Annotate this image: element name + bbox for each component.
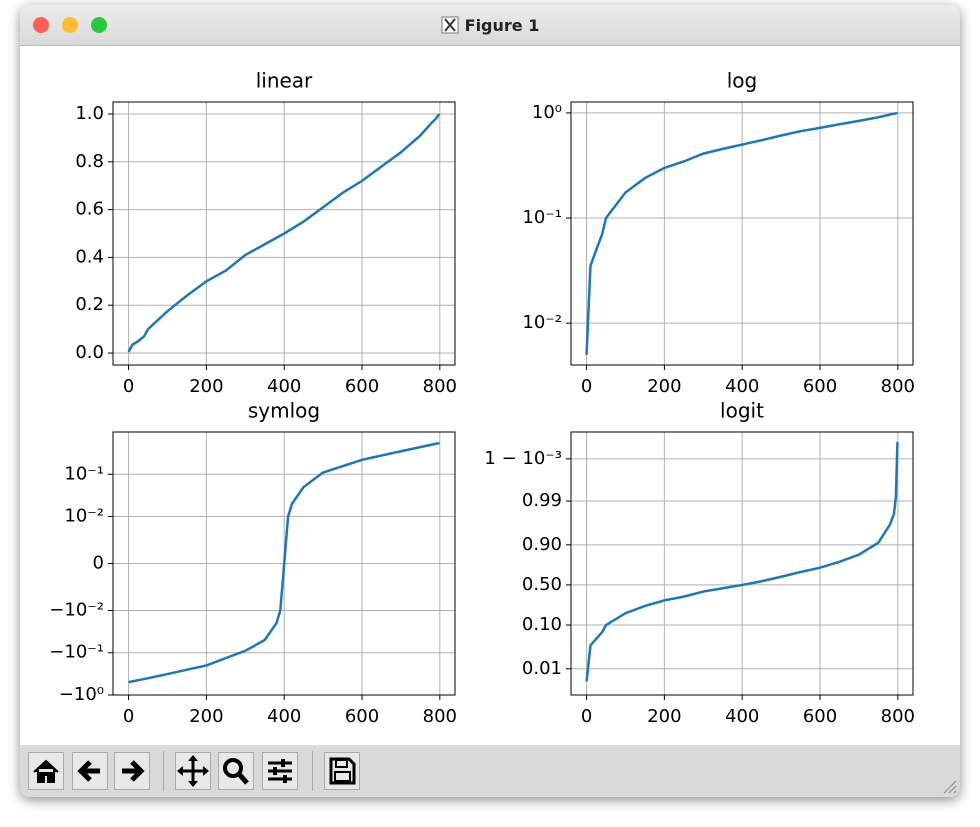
y-tick-label: 0.8 — [75, 151, 104, 172]
x-tick-label: 800 — [423, 376, 457, 397]
title-bar: Figure 1 — [20, 5, 960, 46]
pan-button[interactable] — [175, 752, 211, 790]
y-tick-label: 0.90 — [522, 534, 562, 555]
axes-frame — [112, 101, 456, 366]
y-tick-label: 10⁻¹ — [64, 463, 104, 484]
x-tick-label: 200 — [647, 706, 681, 727]
app-icon — [441, 16, 459, 34]
x-tick-label: 200 — [647, 376, 681, 397]
axes-frame — [570, 431, 914, 696]
y-tick-label: 0.10 — [522, 614, 562, 635]
x-tick-label: 0 — [123, 706, 134, 727]
window: Figure 1 linear 0 200 400 600 800 0.0 0.2 0.4 0.6… — [20, 5, 960, 797]
axes-frame — [112, 431, 456, 696]
y-tick-label: 0.4 — [75, 246, 104, 267]
y-tick-label: 0.99 — [522, 490, 562, 511]
data-line — [128, 441, 440, 684]
subplot-title: logit — [720, 399, 764, 423]
configure-button[interactable] — [262, 752, 298, 790]
y-tick-label: −10⁻² — [49, 599, 104, 620]
x-tick-label: 600 — [803, 706, 837, 727]
home-button[interactable] — [28, 752, 64, 790]
subplot-title: linear — [256, 69, 313, 93]
x-tick-label: 800 — [881, 706, 915, 727]
window-title-text: Figure 1 — [464, 16, 540, 35]
x-tick-label: 800 — [881, 376, 915, 397]
axes-frame — [570, 101, 914, 366]
x-tick-label: 600 — [345, 706, 379, 727]
subplot-title: symlog — [248, 399, 320, 423]
y-tick-label: 0.01 — [522, 658, 562, 679]
y-tick-label: 10⁻² — [522, 312, 562, 333]
y-tick-label: 0 — [93, 553, 104, 574]
back-button[interactable] — [72, 752, 108, 790]
figure: linear 0 200 400 600 800 0.0 0.2 0.4 0.6 0.8 1.0 log… — [49, 69, 915, 728]
y-tick-label: −10⁰ — [59, 684, 104, 705]
y-tick-label: 0.50 — [522, 574, 562, 595]
y-tick-label: 0.0 — [75, 342, 104, 363]
y-tick-label: 1 − 10⁻³ — [484, 448, 562, 469]
minimize-button[interactable] — [62, 17, 78, 33]
y-tick-label: 0.6 — [75, 199, 104, 220]
window-title: Figure 1 — [20, 16, 960, 35]
x-tick-label: 600 — [345, 376, 379, 397]
x-tick-label: 400 — [267, 376, 301, 397]
x-tick-label: 200 — [189, 376, 223, 397]
resize-grip — [943, 780, 957, 794]
forward-button[interactable] — [114, 752, 150, 790]
zoom-button[interactable] — [91, 17, 107, 33]
data-line — [127, 113, 441, 353]
x-tick-label: 0 — [581, 376, 592, 397]
x-tick-label: 0 — [581, 706, 592, 727]
x-tick-label: 400 — [267, 706, 301, 727]
x-tick-label: 200 — [189, 706, 223, 727]
close-button[interactable] — [33, 17, 49, 33]
x-tick-label: 800 — [423, 706, 457, 727]
y-tick-label: 10⁰ — [532, 102, 562, 123]
zoom-tool-button[interactable] — [218, 752, 254, 790]
y-tick-label: 10⁻¹ — [522, 207, 562, 228]
x-tick-label: 400 — [725, 376, 759, 397]
subplot-title: log — [727, 69, 758, 93]
save-button[interactable] — [324, 752, 360, 790]
y-tick-label: 10⁻² — [64, 506, 104, 527]
data-line — [585, 442, 899, 682]
x-tick-label: 0 — [123, 376, 134, 397]
toolbar — [20, 745, 960, 797]
x-tick-label: 400 — [725, 706, 759, 727]
y-tick-label: 1.0 — [75, 103, 104, 124]
data-line — [585, 111, 898, 355]
y-tick-label: −10⁻¹ — [49, 642, 104, 663]
y-tick-label: 0.2 — [75, 294, 104, 315]
x-tick-label: 600 — [803, 376, 837, 397]
